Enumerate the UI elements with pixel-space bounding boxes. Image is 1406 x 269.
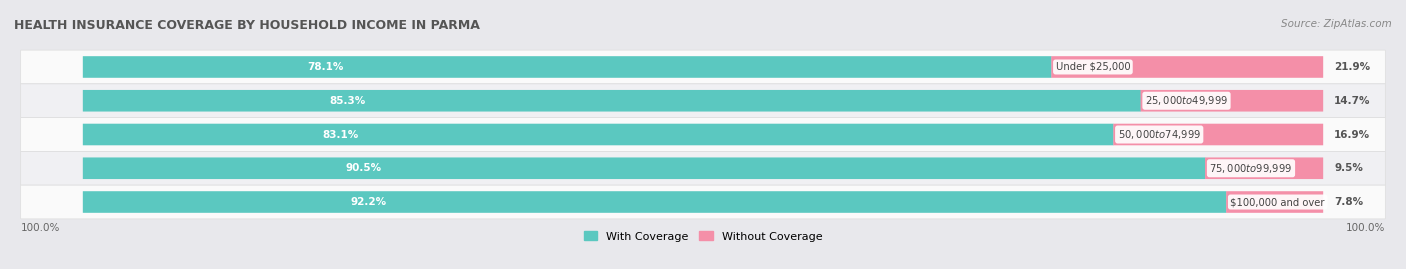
Text: 83.1%: 83.1% [322,129,359,140]
FancyBboxPatch shape [21,151,1385,185]
FancyBboxPatch shape [83,124,1114,145]
FancyBboxPatch shape [83,90,1140,112]
Legend: With Coverage, Without Coverage: With Coverage, Without Coverage [579,227,827,246]
Text: 9.5%: 9.5% [1334,163,1362,173]
Text: 85.3%: 85.3% [329,96,366,106]
FancyBboxPatch shape [21,185,1385,219]
FancyBboxPatch shape [1205,157,1323,179]
Text: 14.7%: 14.7% [1334,96,1371,106]
Text: 78.1%: 78.1% [307,62,343,72]
Text: HEALTH INSURANCE COVERAGE BY HOUSEHOLD INCOME IN PARMA: HEALTH INSURANCE COVERAGE BY HOUSEHOLD I… [14,19,479,32]
Text: 92.2%: 92.2% [350,197,387,207]
FancyBboxPatch shape [1114,124,1323,145]
FancyBboxPatch shape [21,118,1385,151]
Text: $50,000 to $74,999: $50,000 to $74,999 [1118,128,1201,141]
Text: 21.9%: 21.9% [1334,62,1371,72]
Text: 7.8%: 7.8% [1334,197,1364,207]
FancyBboxPatch shape [1226,191,1323,213]
Text: $25,000 to $49,999: $25,000 to $49,999 [1144,94,1227,107]
FancyBboxPatch shape [83,157,1205,179]
FancyBboxPatch shape [21,50,1385,84]
Text: 100.0%: 100.0% [1346,223,1385,233]
Text: Source: ZipAtlas.com: Source: ZipAtlas.com [1281,19,1392,29]
FancyBboxPatch shape [1052,56,1323,78]
FancyBboxPatch shape [21,84,1385,118]
Text: 16.9%: 16.9% [1334,129,1371,140]
Text: $100,000 and over: $100,000 and over [1230,197,1324,207]
FancyBboxPatch shape [1140,90,1323,112]
FancyBboxPatch shape [83,56,1052,78]
FancyBboxPatch shape [83,191,1226,213]
Text: 90.5%: 90.5% [346,163,381,173]
Text: Under $25,000: Under $25,000 [1056,62,1130,72]
Text: 100.0%: 100.0% [21,223,60,233]
Text: $75,000 to $99,999: $75,000 to $99,999 [1209,162,1292,175]
